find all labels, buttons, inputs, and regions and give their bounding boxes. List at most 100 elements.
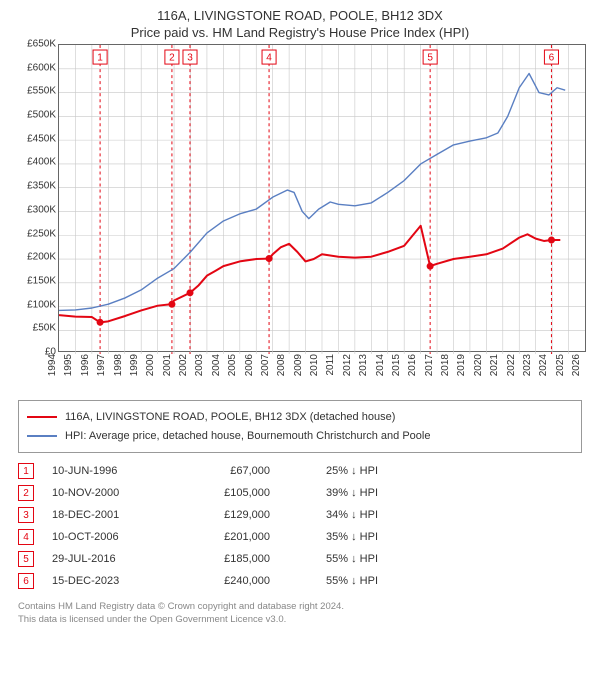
y-axis-label: £500K [27,110,56,121]
svg-text:1: 1 [97,53,103,64]
legend: 116A, LIVINGSTONE ROAD, POOLE, BH12 3DX … [18,400,582,453]
event-date: 29-JUL-2016 [52,553,162,565]
event-price: £240,000 [180,575,270,587]
x-axis-label: 2009 [293,354,304,376]
page-subtitle: Price paid vs. HM Land Registry's House … [4,25,596,40]
event-vs-hpi: 39% ↓ HPI [288,487,378,499]
event-price: £129,000 [180,509,270,521]
x-axis-label: 2016 [407,354,418,376]
x-axis-label: 2011 [326,354,337,376]
x-axis-label: 2013 [358,354,369,376]
x-axis-label: 1996 [80,354,91,376]
event-marker-icon: 4 [18,529,34,545]
x-axis-label: 2023 [522,354,533,376]
legend-label: HPI: Average price, detached house, Bour… [65,428,430,445]
event-marker: 5 [423,50,437,64]
x-axis-label: 2008 [276,354,287,376]
events-table: 1 10-JUN-1996 £67,000 25% ↓ HPI 2 10-NOV-2000… [18,463,582,589]
event-marker: 2 [165,50,179,64]
event-marker: 3 [183,50,197,64]
event-marker-icon: 5 [18,551,34,567]
x-axis-label: 2015 [391,354,402,376]
event-marker: 6 [544,50,558,64]
x-axis-label: 2022 [505,354,516,376]
y-axis-label: £150K [27,275,56,286]
x-axis-label: 1999 [129,354,140,376]
event-row: 2 10-NOV-2000 £105,000 39% ↓ HPI [18,485,582,501]
x-axis-label: 2019 [456,354,467,376]
y-axis-label: £350K [27,181,56,192]
event-date: 15-DEC-2023 [52,575,162,587]
event-date: 10-OCT-2006 [52,531,162,543]
event-row: 5 29-JUL-2016 £185,000 55% ↓ HPI [18,551,582,567]
event-row: 3 18-DEC-2001 £129,000 34% ↓ HPI [18,507,582,523]
svg-text:6: 6 [549,53,555,64]
event-marker: 1 [93,50,107,64]
y-axis-label: £650K [27,39,56,50]
page-title: 116A, LIVINGSTONE ROAD, POOLE, BH12 3DX [4,8,596,23]
x-axis-label: 2003 [194,354,205,376]
y-axis-label: £550K [27,86,56,97]
event-marker-icon: 2 [18,485,34,501]
event-price: £105,000 [180,487,270,499]
x-axis-label: 2001 [162,354,173,376]
x-axis-label: 2014 [374,354,385,376]
event-marker-icon: 3 [18,507,34,523]
y-axis-label: £600K [27,62,56,73]
svg-text:5: 5 [427,53,433,64]
event-vs-hpi: 25% ↓ HPI [288,465,378,477]
x-axis-label: 2000 [145,354,156,376]
x-axis-label: 2020 [473,354,484,376]
footer: Contains HM Land Registry data © Crown c… [18,601,582,627]
event-row: 1 10-JUN-1996 £67,000 25% ↓ HPI [18,463,582,479]
x-axis-label: 2021 [489,354,500,376]
event-price: £185,000 [180,553,270,565]
x-axis-label: 2007 [260,354,271,376]
event-vs-hpi: 55% ↓ HPI [288,553,378,565]
event-vs-hpi: 55% ↓ HPI [288,575,378,587]
legend-label: 116A, LIVINGSTONE ROAD, POOLE, BH12 3DX … [65,409,395,426]
x-axis-label: 1995 [63,354,74,376]
event-row: 6 15-DEC-2023 £240,000 55% ↓ HPI [18,573,582,589]
x-axis-label: 2002 [178,354,189,376]
event-price: £201,000 [180,531,270,543]
event-vs-hpi: 35% ↓ HPI [288,531,378,543]
y-axis-label: £50K [33,323,56,334]
svg-text:3: 3 [187,53,193,64]
x-axis-label: 2005 [227,354,238,376]
y-axis-label: £250K [27,228,56,239]
legend-swatch [27,416,57,418]
footer-line: Contains HM Land Registry data © Crown c… [18,601,582,614]
x-axis-label: 2004 [211,354,222,376]
event-vs-hpi: 34% ↓ HPI [288,509,378,521]
event-date: 10-JUN-1996 [52,465,162,477]
x-axis-label: 1997 [96,354,107,376]
x-axis-label: 2017 [424,354,435,376]
event-date: 18-DEC-2001 [52,509,162,521]
legend-item-hpi: HPI: Average price, detached house, Bour… [27,428,573,445]
x-axis-label: 2010 [309,354,320,376]
x-axis-label: 1994 [47,354,58,376]
x-axis-label: 2012 [342,354,353,376]
event-date: 10-NOV-2000 [52,487,162,499]
svg-text:4: 4 [266,53,272,64]
y-axis-label: £400K [27,157,56,168]
event-marker-icon: 1 [18,463,34,479]
x-axis-label: 2026 [571,354,582,376]
x-axis-label: 2018 [440,354,451,376]
y-axis-label: £300K [27,204,56,215]
x-axis-label: 2006 [243,354,254,376]
event-marker: 4 [262,50,276,64]
event-row: 4 10-OCT-2006 £201,000 35% ↓ HPI [18,529,582,545]
svg-text:2: 2 [169,53,175,64]
x-axis-label: 2025 [555,354,566,376]
x-axis-label: 2024 [538,354,549,376]
y-axis-label: £100K [27,299,56,310]
price-chart: £0£50K£100K£150K£200K£250K£300K£350K£400… [14,44,586,352]
x-axis-label: 1998 [112,354,123,376]
y-axis-label: £450K [27,133,56,144]
footer-line: This data is licensed under the Open Gov… [18,614,582,627]
event-marker-icon: 6 [18,573,34,589]
event-price: £67,000 [180,465,270,477]
legend-swatch [27,435,57,437]
